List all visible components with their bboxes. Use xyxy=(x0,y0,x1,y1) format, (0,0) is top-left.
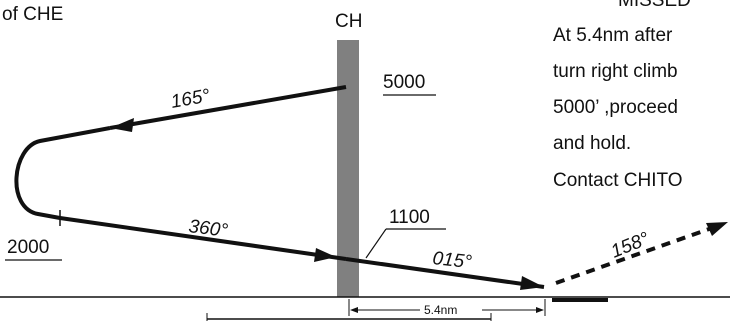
distance-right-arrow xyxy=(536,307,544,313)
missed-approach-text: At 5.4nm after turn right climb 5000’ ,p… xyxy=(553,25,683,191)
inbound-arrowhead xyxy=(314,248,336,262)
missed-approach-arrowhead xyxy=(706,222,728,236)
final-leg xyxy=(345,257,545,289)
distance-label: 5.4nm xyxy=(424,303,457,317)
missed-text-line-2: turn right climb xyxy=(553,61,678,82)
altitude-2000-label: 2000 xyxy=(7,237,49,258)
missed-approach-header: MISSED xyxy=(618,0,691,11)
procedure-turn-curve xyxy=(14,126,111,220)
altitude-1100-leader xyxy=(365,228,387,259)
altitude-5000-label: 5000 xyxy=(383,72,425,93)
final-arrowhead xyxy=(520,276,544,290)
missed-approach-leg xyxy=(555,226,713,285)
top-left-text-fragment: of CHE xyxy=(2,4,63,25)
altitude-1100-label: 1100 xyxy=(389,207,430,228)
inbound-heading-label: 360° xyxy=(187,216,229,242)
missed-heading-label: 158° xyxy=(608,228,653,262)
missed-text-line-4: and hold. xyxy=(553,133,631,154)
outbound-heading-label: 165° xyxy=(169,85,212,113)
missed-text-line-1: At 5.4nm after xyxy=(553,25,673,46)
final-heading-label: 015° xyxy=(431,248,473,273)
outbound-leg xyxy=(109,85,347,130)
outbound-arrowhead xyxy=(110,118,134,132)
station-bar xyxy=(337,40,359,297)
missed-text-line-3: 5000’ ,proceed xyxy=(553,97,678,118)
station-label: CH xyxy=(335,11,362,32)
missed-text-line-5: Contact CHITO xyxy=(553,170,683,191)
distance-left-arrow xyxy=(350,307,358,313)
inbound-leg xyxy=(59,216,347,261)
